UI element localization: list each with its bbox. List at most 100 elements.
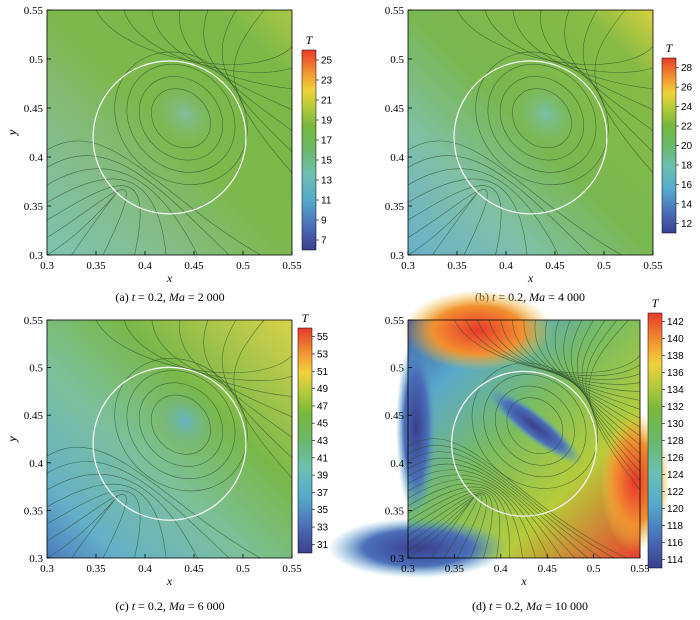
- y-tick-label: 0.35: [24, 201, 44, 213]
- colorbar-tick-label: 7: [321, 236, 327, 247]
- contour-line: [407, 489, 500, 559]
- contour-line: [126, 63, 236, 173]
- contour-line: [545, 319, 641, 428]
- chart-panel-b: 0.3 0.35 0.4 0.45 0.5 0.55 0.3 0.35 0.4 0.45 0.5 0.…: [5, 5, 693, 304]
- contour-line: [407, 191, 479, 256]
- colorbar-tick-label: 19: [321, 116, 333, 127]
- colorbar-tick-label: 55: [317, 332, 329, 343]
- colorbar-tick-label: 126: [667, 453, 684, 464]
- colorbar-tick-label: 31: [317, 540, 329, 551]
- contour-line: [487, 63, 597, 173]
- cold-core-region: [146, 382, 224, 460]
- x-tick-label: 0.5: [236, 260, 250, 272]
- x-tick-label: 0.3: [401, 563, 415, 575]
- contour-line: [483, 374, 587, 478]
- x-tick-label: 0.45: [538, 563, 558, 575]
- colorbar-tick-label: 136: [667, 368, 684, 379]
- contour-line: [46, 494, 127, 559]
- colorbar-tick-label: 23: [321, 76, 333, 87]
- contour-line: [179, 319, 293, 418]
- contour-line: [123, 319, 293, 382]
- colorbar-tick-label: 9: [321, 216, 327, 227]
- colorbar-tick-label: 120: [667, 504, 684, 515]
- x-tick-label: 0.3: [40, 260, 54, 272]
- y-tick-label: 0.5: [390, 363, 404, 375]
- contour-lines: [407, 319, 641, 559]
- contour-line: [233, 9, 293, 173]
- caption-symbol: Ma: [168, 290, 185, 304]
- x-tick-label: 0.4: [138, 563, 152, 575]
- caption-text: (c): [115, 599, 131, 613]
- y-tick-label: 0.55: [24, 315, 44, 327]
- contour-line: [407, 495, 476, 559]
- x-tick-label: 0.4: [499, 260, 513, 272]
- panel-caption: (d) t = 0.2, Ma = 10 000: [472, 599, 588, 613]
- x-tick-label: 0.4: [138, 260, 152, 272]
- contour-line: [506, 397, 564, 454]
- colorbar-tick-label: 45: [317, 419, 329, 430]
- contour-line: [407, 469, 562, 559]
- colorbar-title: T: [666, 41, 674, 55]
- colorbar-tick-label: 51: [317, 367, 329, 378]
- contour-line: [540, 9, 654, 111]
- contour-line: [581, 319, 641, 472]
- contour-line: [494, 385, 575, 466]
- y-tick-label: 0.5: [29, 54, 43, 66]
- contour-line: [46, 140, 261, 256]
- caption-text: = 2 000: [185, 290, 225, 304]
- contour-line: [138, 76, 224, 161]
- y-tick-label: 0.5: [29, 363, 43, 375]
- caption-symbol: t: [132, 599, 136, 613]
- colorbar-tick-label: 28: [681, 63, 693, 74]
- colorbar-tick-label: 43: [317, 436, 329, 447]
- colorbar-tick-label: 138: [667, 351, 684, 362]
- caption-text: = 6 000: [185, 599, 225, 613]
- chart-panel-a: 0.3 0.35 0.4 0.45 0.5 0.55 0.3 0.35 0.4 0.45 0.5 0.…: [5, 5, 333, 304]
- contour-line: [151, 88, 211, 149]
- caption-text: (a): [115, 290, 131, 304]
- x-tick-label: 0.35: [86, 260, 106, 272]
- contour-line: [46, 461, 230, 559]
- plot-frame: [407, 319, 641, 559]
- contour-line: [203, 319, 293, 438]
- contour-lines: [46, 319, 293, 559]
- colorbar-tick-label: 39: [317, 471, 329, 482]
- y-tick-label: 0.45: [385, 410, 405, 422]
- contour-line: [203, 9, 293, 131]
- contour-line: [407, 486, 510, 559]
- contour-line: [114, 358, 248, 492]
- y-tick-label: 0.35: [385, 201, 405, 213]
- x-tick-label: 0.55: [282, 563, 302, 575]
- x-tick-label: 0.45: [184, 563, 204, 575]
- y-axis-label: y: [5, 436, 19, 443]
- y-tick-label: 0.4: [390, 152, 404, 164]
- x-tick-label: 0.3: [401, 260, 415, 272]
- contour-line: [46, 168, 198, 256]
- contour-line: [407, 155, 591, 256]
- colorbar-tick-label: 140: [667, 334, 684, 345]
- contour-line: [407, 140, 622, 256]
- x-tick-label: 0.35: [447, 260, 467, 272]
- droplet-interface-circle: [92, 60, 247, 215]
- y-tick-label: 0.55: [385, 315, 405, 327]
- colorbar-tick-label: 134: [667, 385, 684, 396]
- hot-region-top: [402, 290, 553, 370]
- droplet-interface-circle: [453, 60, 608, 215]
- contour-line: [512, 319, 641, 401]
- y-tick-label: 0.35: [24, 505, 44, 517]
- contour-line: [46, 495, 118, 559]
- cold-region-left: [396, 337, 436, 518]
- contour-line: [594, 9, 654, 173]
- cold-core-region: [146, 76, 224, 153]
- contour-line: [123, 9, 293, 73]
- colorbar-tick-label: 49: [317, 384, 329, 395]
- caption-symbol: t: [132, 290, 136, 304]
- chart-panel-c: 0.3 0.35 0.4 0.45 0.5 0.55 0.3 0.35 0.4 0.45 0.5 0.…: [5, 311, 329, 613]
- contour-line: [221, 9, 293, 152]
- droplet-interface-circle: [92, 366, 247, 521]
- colorbar-tick-label: 130: [667, 419, 684, 430]
- y-tick-label: 0.3: [29, 553, 43, 565]
- colorbar-tick-label: 53: [317, 349, 329, 360]
- contour-line: [554, 319, 641, 437]
- colorbar-tick-label: 142: [667, 317, 684, 328]
